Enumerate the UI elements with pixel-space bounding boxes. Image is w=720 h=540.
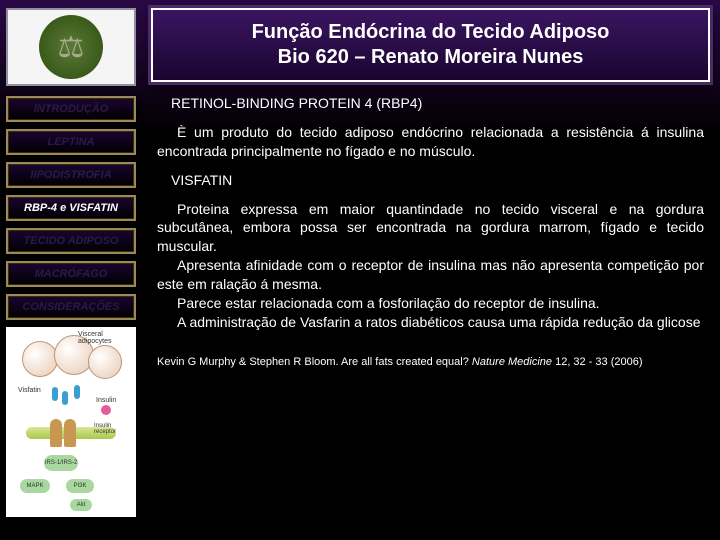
scales-emblem-icon bbox=[39, 15, 103, 79]
slide: INTRODUÇÃO LEPTINA IIPODISTROFIA RBP-4 e… bbox=[0, 0, 720, 540]
nav-consideracoes[interactable]: CONSIDERAÇÕES bbox=[6, 294, 136, 320]
nav-rbp4-visfatin[interactable]: RBP-4 e VISFATIN bbox=[6, 195, 136, 221]
content-area: RETINOL-BINDING PROTEIN 4 (RBP4) È um pr… bbox=[151, 94, 710, 332]
nav-leptina[interactable]: LEPTINA bbox=[6, 129, 136, 155]
citation: Kevin G Murphy & Stephen R Bloom. Are al… bbox=[151, 356, 710, 368]
para-rbp4: È um produto do tecido adiposo endócrino… bbox=[157, 123, 704, 161]
nav-introducao[interactable]: INTRODUÇÃO bbox=[6, 96, 136, 122]
para-visfatin: Proteina expressa em maior quantindade n… bbox=[157, 200, 704, 332]
nav-lipodistrofia[interactable]: IIPODISTROFIA bbox=[6, 162, 136, 188]
logo bbox=[6, 8, 136, 86]
right-column: Função Endócrina do Tecido Adiposo Bio 6… bbox=[145, 0, 720, 540]
diagram-figure: Visceraladipocytes Visfatin Insulin Insu… bbox=[6, 327, 136, 517]
heading-rbp4: RETINOL-BINDING PROTEIN 4 (RBP4) bbox=[157, 94, 704, 113]
left-column: INTRODUÇÃO LEPTINA IIPODISTROFIA RBP-4 e… bbox=[0, 0, 145, 540]
heading-visfatin: VISFATIN bbox=[157, 171, 704, 190]
nav-macrofago[interactable]: MACRÓFAGO bbox=[6, 261, 136, 287]
slide-title: Função Endócrina do Tecido Adiposo Bio 6… bbox=[167, 20, 694, 70]
title-box: Função Endócrina do Tecido Adiposo Bio 6… bbox=[151, 8, 710, 82]
nav-tecido-adiposo[interactable]: TECIDO ADIPOSO bbox=[6, 228, 136, 254]
